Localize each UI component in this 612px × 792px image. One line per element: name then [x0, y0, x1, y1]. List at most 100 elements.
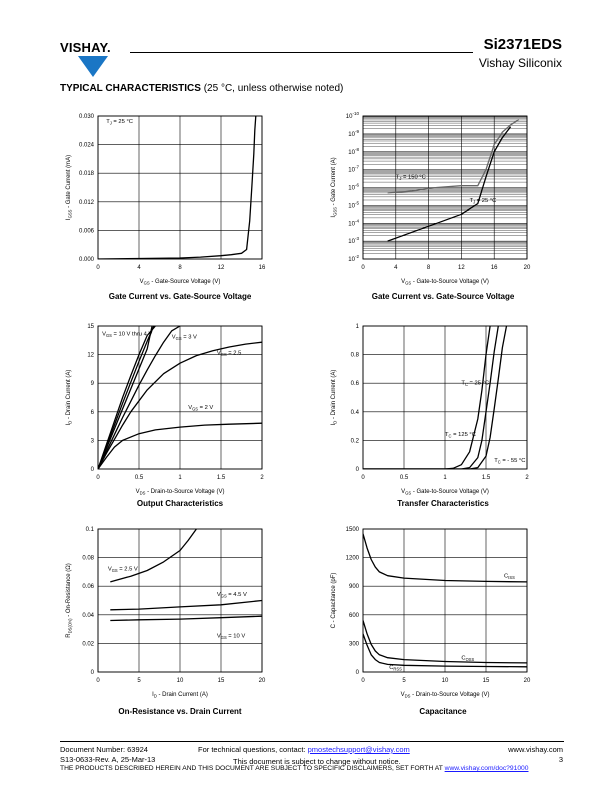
support-email-link[interactable]: pmostechsupport@vishay.com	[307, 745, 410, 754]
annotation-label: VGS​ = 3 V	[172, 334, 197, 341]
series-line	[98, 326, 155, 469]
x-tick-label: 4	[394, 265, 398, 271]
series-line	[98, 422, 262, 469]
change-notice: This document is subject to change witho…	[233, 757, 401, 766]
disclaimer-text: THE PRODUCTS DESCRIBED HEREIN AND THIS D…	[60, 765, 445, 772]
x-tick-label: 0	[96, 678, 100, 684]
chart-caption: Gate Current vs. Gate-Source Voltage	[371, 292, 515, 301]
y-tick-label: 0	[356, 467, 360, 473]
x-tick-label: 12	[458, 265, 465, 271]
chart-output-characteristics: 0 0.5 1 1.5 2 0 3 6 9 12 15 VDS​ - Drain-to-Source …	[60, 320, 290, 520]
x-tick-label: 20	[524, 678, 531, 684]
y-tick-label: 0.006	[79, 228, 95, 234]
x-tick-label: 8	[427, 265, 431, 271]
x-axis-label: VGS​ - Gate-to-Source Voltage (V)	[401, 489, 489, 496]
chart-svg: 0 4 8 12 16 0.000 0.006 0.012 0.018 0.024 0.030 VGS…	[66, 114, 266, 286]
x-tick-label: 15	[218, 678, 225, 684]
plot-frame	[362, 528, 528, 673]
y-tick-label: 0.030	[79, 114, 95, 120]
y-tick-label: 0.8	[351, 353, 360, 359]
x-axis-label: VGS​ - Gate-to-Source Voltage (V)	[401, 279, 489, 286]
x-tick-label: 5	[137, 678, 141, 684]
x-tick-label: 5	[402, 678, 406, 684]
y-tick-label: 1200	[346, 556, 360, 562]
chart-svg: 0 0.5 1 1.5 2 0 0.2 0.4 0.6 0.8 1 VGS​ - Gate-to-So…	[331, 324, 529, 496]
y-tick-label: 0.08	[82, 556, 94, 562]
series-group	[363, 533, 527, 668]
x-axis-label: VGS​ - Gate-Source Voltage (V)	[140, 279, 221, 286]
series-group	[363, 326, 508, 469]
chart-gate-current-log: 0 4 8 12 16 20 10-2 10-3 10-4 10-5 10-6 10-7 10-8 10-…	[325, 110, 555, 310]
chart-gate-current-linear: 0 4 8 12 16 0.000 0.006 0.012 0.018 0.024 0.030 VGS…	[60, 110, 290, 310]
y-axis-label: ID​ - Drain Current (A)	[66, 370, 73, 426]
chart-transfer-characteristics: 0 0.5 1 1.5 2 0 0.2 0.4 0.6 0.8 1 VGS​ - Gate-to-So…	[325, 320, 555, 520]
y-tick-label: 0.4	[351, 410, 360, 416]
x-tick-label: 8	[178, 265, 182, 271]
grid	[97, 115, 263, 260]
series-group	[98, 326, 262, 469]
y-tick-label: 600	[349, 613, 360, 619]
y-tick-label: 0.2	[351, 438, 360, 444]
revision: S13-0633-Rev. A, 25-Mar-13	[60, 755, 156, 764]
x-tick-label: 20	[259, 678, 266, 684]
chart-caption: Transfer Characteristics	[397, 499, 489, 508]
y-tick-label: 0.012	[79, 200, 95, 206]
x-tick-label: 10	[442, 678, 449, 684]
annotation-label: TJ​ = 25 °C	[106, 119, 133, 126]
disclaimer-link[interactable]: www.vishay.com/doc?91000	[444, 765, 529, 772]
series-line	[363, 326, 508, 469]
annotation-label: COSS​	[461, 656, 474, 663]
y-axis-label: IGSS​ - Gate Current (mA)	[66, 155, 73, 220]
annotation-label: CRSS​	[389, 665, 402, 672]
y-tick-label: 6	[91, 410, 95, 416]
x-tick-label: 0	[361, 678, 365, 684]
section-title-text: TYPICAL CHARACTERISTICS	[60, 83, 201, 94]
annotation-label: VGS​ = 10 V thru 4 V	[102, 332, 152, 339]
y-tick-label: 0.02	[82, 641, 94, 647]
y-tick-label: 10-7	[348, 165, 359, 174]
series-line	[110, 615, 262, 622]
series-line	[363, 326, 491, 469]
annotation-label: CISS​	[504, 574, 515, 581]
page-number: 3	[558, 755, 563, 764]
x-tick-label: 1.5	[217, 475, 226, 481]
x-tick-label: 0	[361, 265, 365, 271]
series-line	[98, 116, 257, 259]
x-axis-label: VDS​ - Drain-to-Source Voltage (V)	[401, 692, 490, 699]
series-line	[98, 326, 153, 469]
y-tick-label: 0.06	[82, 584, 94, 590]
series-line	[98, 326, 156, 469]
chart-caption: On-Resistance vs. Drain Current	[118, 707, 242, 716]
doc-number: Document Number: 63924	[60, 745, 148, 754]
y-tick-label: 300	[349, 641, 360, 647]
annotation-label: TJ​ = 150 °C	[396, 175, 426, 182]
series-line	[387, 126, 512, 242]
series-line	[110, 599, 262, 611]
annotation-label: VGS​ = 2.5	[217, 351, 241, 358]
y-tick-label: 0.6	[351, 381, 360, 387]
x-tick-label: 12	[218, 265, 225, 271]
y-tick-label: 10-4	[348, 218, 359, 227]
x-tick-label: 4	[137, 265, 141, 271]
website: www.vishay.com	[508, 745, 563, 754]
y-tick-label: 900	[349, 584, 360, 590]
footer-rule	[60, 741, 564, 742]
annotation-label: TC​ = 125 °C	[445, 432, 476, 439]
section-note: (25 °C, unless otherwise noted)	[203, 83, 344, 94]
x-tick-label: 1.5	[482, 475, 491, 481]
y-tick-label: 0.1	[86, 527, 95, 533]
series-line	[387, 119, 520, 194]
y-tick-label: 12	[87, 353, 94, 359]
y-axis-label: ID​ - Drain Current (A)	[331, 370, 338, 426]
chart-on-resistance: 0 5 10 15 20 0 0.02 0.04 0.06 0.08 0.1 ID​ - Drain …	[60, 523, 290, 723]
series-group	[98, 116, 257, 259]
series-line	[363, 620, 527, 664]
chart-svg: 0 5 10 15 20 0 0.02 0.04 0.06 0.08 0.1 ID​ - Drain …	[66, 527, 266, 699]
section-title: TYPICAL CHARACTERISTICS (25 °C, unless o…	[60, 83, 343, 94]
part-number: Si2371EDS	[483, 36, 562, 53]
y-tick-label: 0.000	[79, 257, 95, 263]
x-axis-label: VDS​ - Drain-to-Source Voltage (V)	[136, 489, 225, 496]
chart-caption: Gate Current vs. Gate-Source Voltage	[108, 292, 252, 301]
annotation-label: TC​ = 25 °C	[461, 381, 489, 388]
y-tick-label: 0	[91, 467, 95, 473]
